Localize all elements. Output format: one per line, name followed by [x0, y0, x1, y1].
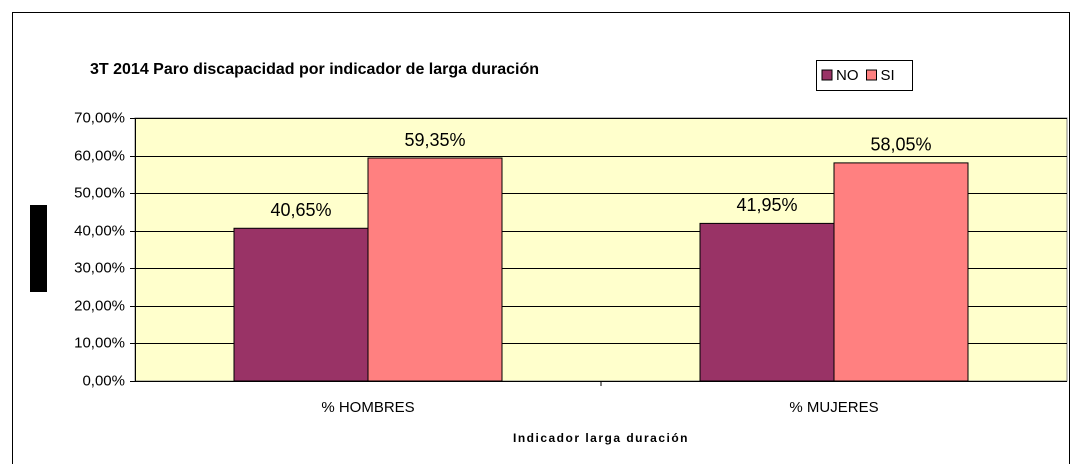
- legend-swatch: [821, 69, 833, 81]
- y-tick-label: 50,00%: [74, 184, 125, 201]
- x-axis-label: Indicador larga duración: [513, 431, 689, 445]
- bar: [699, 222, 835, 382]
- y-tick-label: 70,00%: [74, 109, 125, 126]
- data-label: 40,65%: [270, 200, 331, 220]
- y-tick-label: 20,00%: [74, 297, 125, 314]
- data-label: 59,35%: [404, 130, 465, 150]
- bar: [367, 157, 503, 382]
- y-tick-label: 0,00%: [82, 372, 125, 389]
- x-tick-label: % HOMBRES: [321, 399, 414, 416]
- y-tick-label: 40,00%: [74, 222, 125, 239]
- data-label: 58,05%: [870, 135, 931, 155]
- legend-swatch: [866, 69, 877, 81]
- y-tick-label: 10,00%: [74, 334, 125, 351]
- x-tick-label: % MUJERES: [789, 399, 878, 416]
- bar: [833, 162, 969, 382]
- y-tick-label: 60,00%: [74, 147, 125, 164]
- bar: [233, 227, 369, 382]
- data-label: 41,95%: [736, 195, 797, 215]
- legend-label: SI: [881, 67, 895, 84]
- chart-title: 3T 2014 Paro discapacidad por indicador …: [90, 61, 539, 78]
- legend-label: NO: [836, 67, 859, 84]
- y-tick-label: 30,00%: [74, 259, 125, 276]
- redacted-axis-label: [30, 205, 47, 292]
